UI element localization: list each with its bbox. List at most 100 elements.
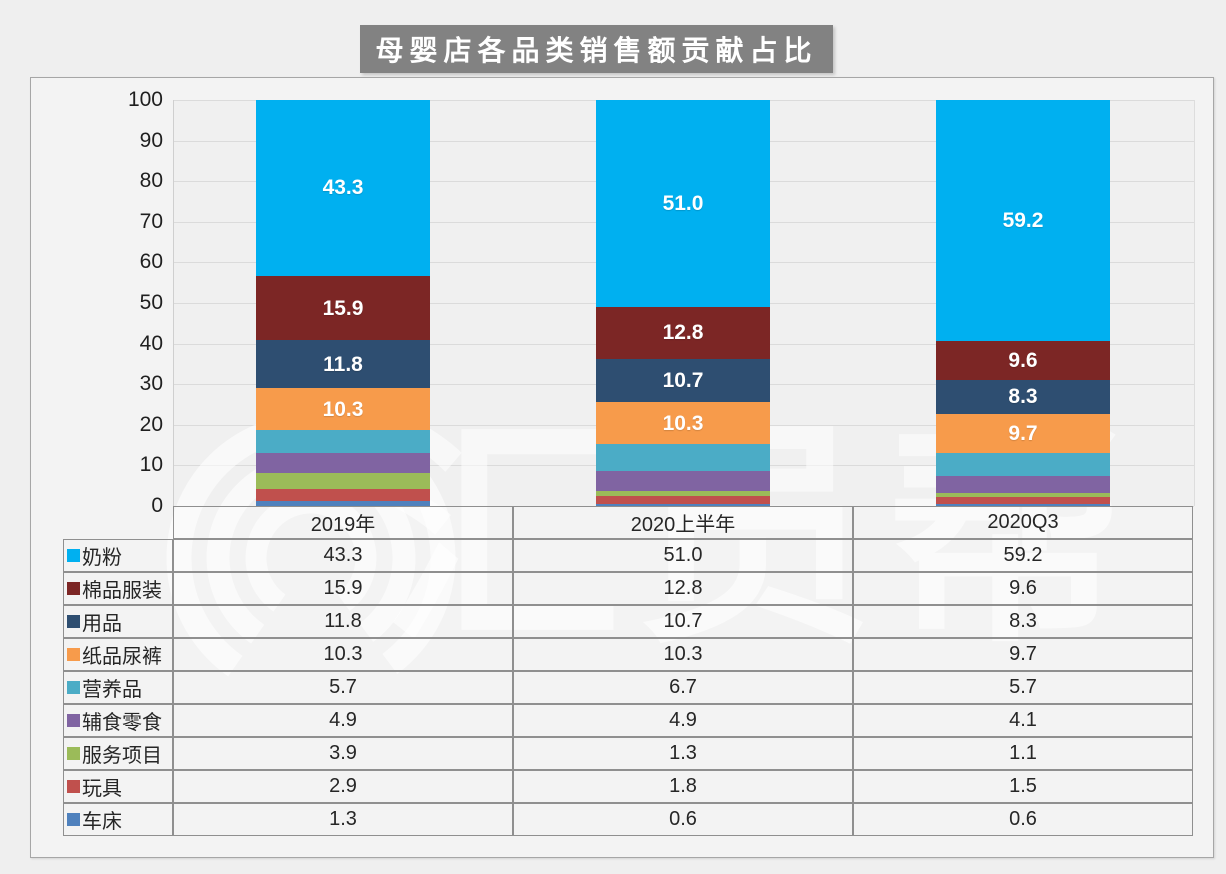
value-cell: 10.3: [173, 638, 513, 671]
bar-segment: [256, 488, 430, 501]
legend-label: 玩具: [82, 778, 122, 800]
legend-cell: 辅食零食: [63, 704, 173, 737]
y-axis-tick-label: 0: [151, 494, 163, 517]
table-corner-cell: [63, 506, 173, 539]
legend-color-swatch-icon: [67, 813, 80, 826]
value-cell: 59.2: [853, 539, 1193, 572]
legend-cell: 棉品服装: [63, 572, 173, 605]
value-cell: 51.0: [513, 539, 853, 572]
legend-color-swatch-icon: [67, 615, 80, 628]
bar-value-label: 8.3: [1008, 385, 1038, 409]
value-cell: 0.6: [513, 803, 853, 836]
legend-cell: 用品: [63, 605, 173, 638]
column-header-cell: 2020上半年: [513, 506, 853, 539]
legend-label: 辅食零食: [82, 712, 162, 734]
bar-group: 59.2 9.6 8.3 9.7: [936, 100, 1110, 506]
y-axis-tick-label: 70: [139, 209, 163, 233]
legend-label: 用品: [82, 613, 122, 635]
value-cell: 1.3: [173, 803, 513, 836]
value-cell: 9.7: [853, 638, 1193, 671]
value-cell: 9.6: [853, 572, 1193, 605]
bar-segment: [256, 430, 430, 454]
value-cell: 1.1: [853, 737, 1193, 770]
bar-segment: 10.3: [256, 388, 430, 431]
bar-segment: [936, 503, 1110, 506]
legend-color-swatch-icon: [67, 780, 80, 793]
column-header-cell: 2020Q3: [853, 506, 1193, 539]
y-axis-tick-label: 30: [139, 372, 163, 396]
legend-color-swatch-icon: [67, 714, 80, 727]
value-cell: 1.5: [853, 770, 1193, 803]
bar-segment: 8.3: [936, 379, 1110, 414]
bar-segment: 10.7: [596, 358, 770, 403]
value-cell: 10.3: [513, 638, 853, 671]
bar-segment: [596, 471, 770, 491]
legend-cell: 玩具: [63, 770, 173, 803]
legend-color-swatch-icon: [67, 747, 80, 760]
bar-value-label: 10.3: [662, 411, 704, 435]
bar-segment: [596, 496, 770, 504]
y-axis-tick-label: 50: [139, 291, 163, 314]
y-axis-tick-label: 20: [139, 412, 163, 436]
bar-segment: [936, 453, 1110, 477]
chart-panel: 0 10 20 30 40 50 60 70 80 90 100 汇员帮 43.3 15.9 11.8 1…: [30, 77, 1214, 858]
value-cell: 8.3: [853, 605, 1193, 638]
value-cell: 3.9: [173, 737, 513, 770]
bar-value-label: 10.3: [322, 397, 364, 421]
legend-color-swatch-icon: [67, 648, 80, 661]
value-cell: 11.8: [173, 605, 513, 638]
y-axis-tick-label: 40: [139, 331, 163, 355]
bar-segment: 51.0: [596, 100, 770, 307]
bar-segment: [596, 443, 770, 472]
bar-segment: 43.3: [256, 100, 430, 276]
bar-value-label: 10.7: [662, 368, 704, 392]
y-axis-tick-label: 90: [139, 128, 163, 152]
bar-value-label: 15.9: [322, 296, 364, 320]
bar-value-label: 59.2: [1002, 208, 1044, 232]
value-cell: 5.7: [853, 671, 1193, 704]
legend-color-swatch-icon: [67, 582, 80, 595]
bar-segment: [936, 497, 1110, 504]
value-cell: 4.1: [853, 704, 1193, 737]
value-cell: 1.8: [513, 770, 853, 803]
value-cell: 15.9: [173, 572, 513, 605]
value-cell: 10.7: [513, 605, 853, 638]
legend-color-swatch-icon: [67, 681, 80, 694]
bar-segment: 9.6: [936, 340, 1110, 380]
bar-segment: 11.8: [256, 340, 430, 389]
bar-segment: [596, 503, 770, 506]
bar-segment: 12.8: [596, 306, 770, 359]
bar-value-label: 12.8: [662, 321, 704, 345]
legend-label: 营养品: [82, 679, 142, 701]
legend-cell: 服务项目: [63, 737, 173, 770]
value-cell: 4.9: [173, 704, 513, 737]
bar-segment: 59.2: [936, 100, 1110, 341]
bar-segment: 9.7: [936, 413, 1110, 454]
value-cell: 0.6: [853, 803, 1193, 836]
bar-segment: 15.9: [256, 275, 430, 341]
bar-segment: [936, 476, 1110, 493]
legend-label: 奶粉: [82, 547, 122, 569]
bar-segment: [256, 453, 430, 474]
value-cell: 12.8: [513, 572, 853, 605]
legend-label: 纸品尿裤: [82, 646, 162, 668]
bar-segment: [596, 490, 770, 497]
bar-segment: [256, 473, 430, 489]
bar-value-label: 43.3: [322, 176, 364, 200]
legend-cell: 纸品尿裤: [63, 638, 173, 671]
bar-group: 51.0 12.8 10.7 10.3: [596, 100, 770, 506]
y-axis-tick-label: 60: [139, 250, 163, 274]
y-axis-tick-label: 100: [127, 88, 163, 111]
value-cell: 1.3: [513, 737, 853, 770]
bar-segment: 10.3: [596, 402, 770, 444]
column-header-cell: 2019年: [173, 506, 513, 539]
value-cell: 5.7: [173, 671, 513, 704]
legend-color-swatch-icon: [67, 549, 80, 562]
legend-label: 服务项目: [82, 745, 162, 767]
bars-container: 43.3 15.9 11.8 10.3 51.0 12.8 10.7 10.3 59.2 9.6 8…: [173, 100, 1193, 506]
bar-value-label: 11.8: [323, 352, 363, 376]
value-cell: 4.9: [513, 704, 853, 737]
y-axis-tick-label: 10: [139, 453, 163, 477]
legend-label: 车床: [82, 811, 122, 833]
legend-cell: 奶粉: [63, 539, 173, 572]
